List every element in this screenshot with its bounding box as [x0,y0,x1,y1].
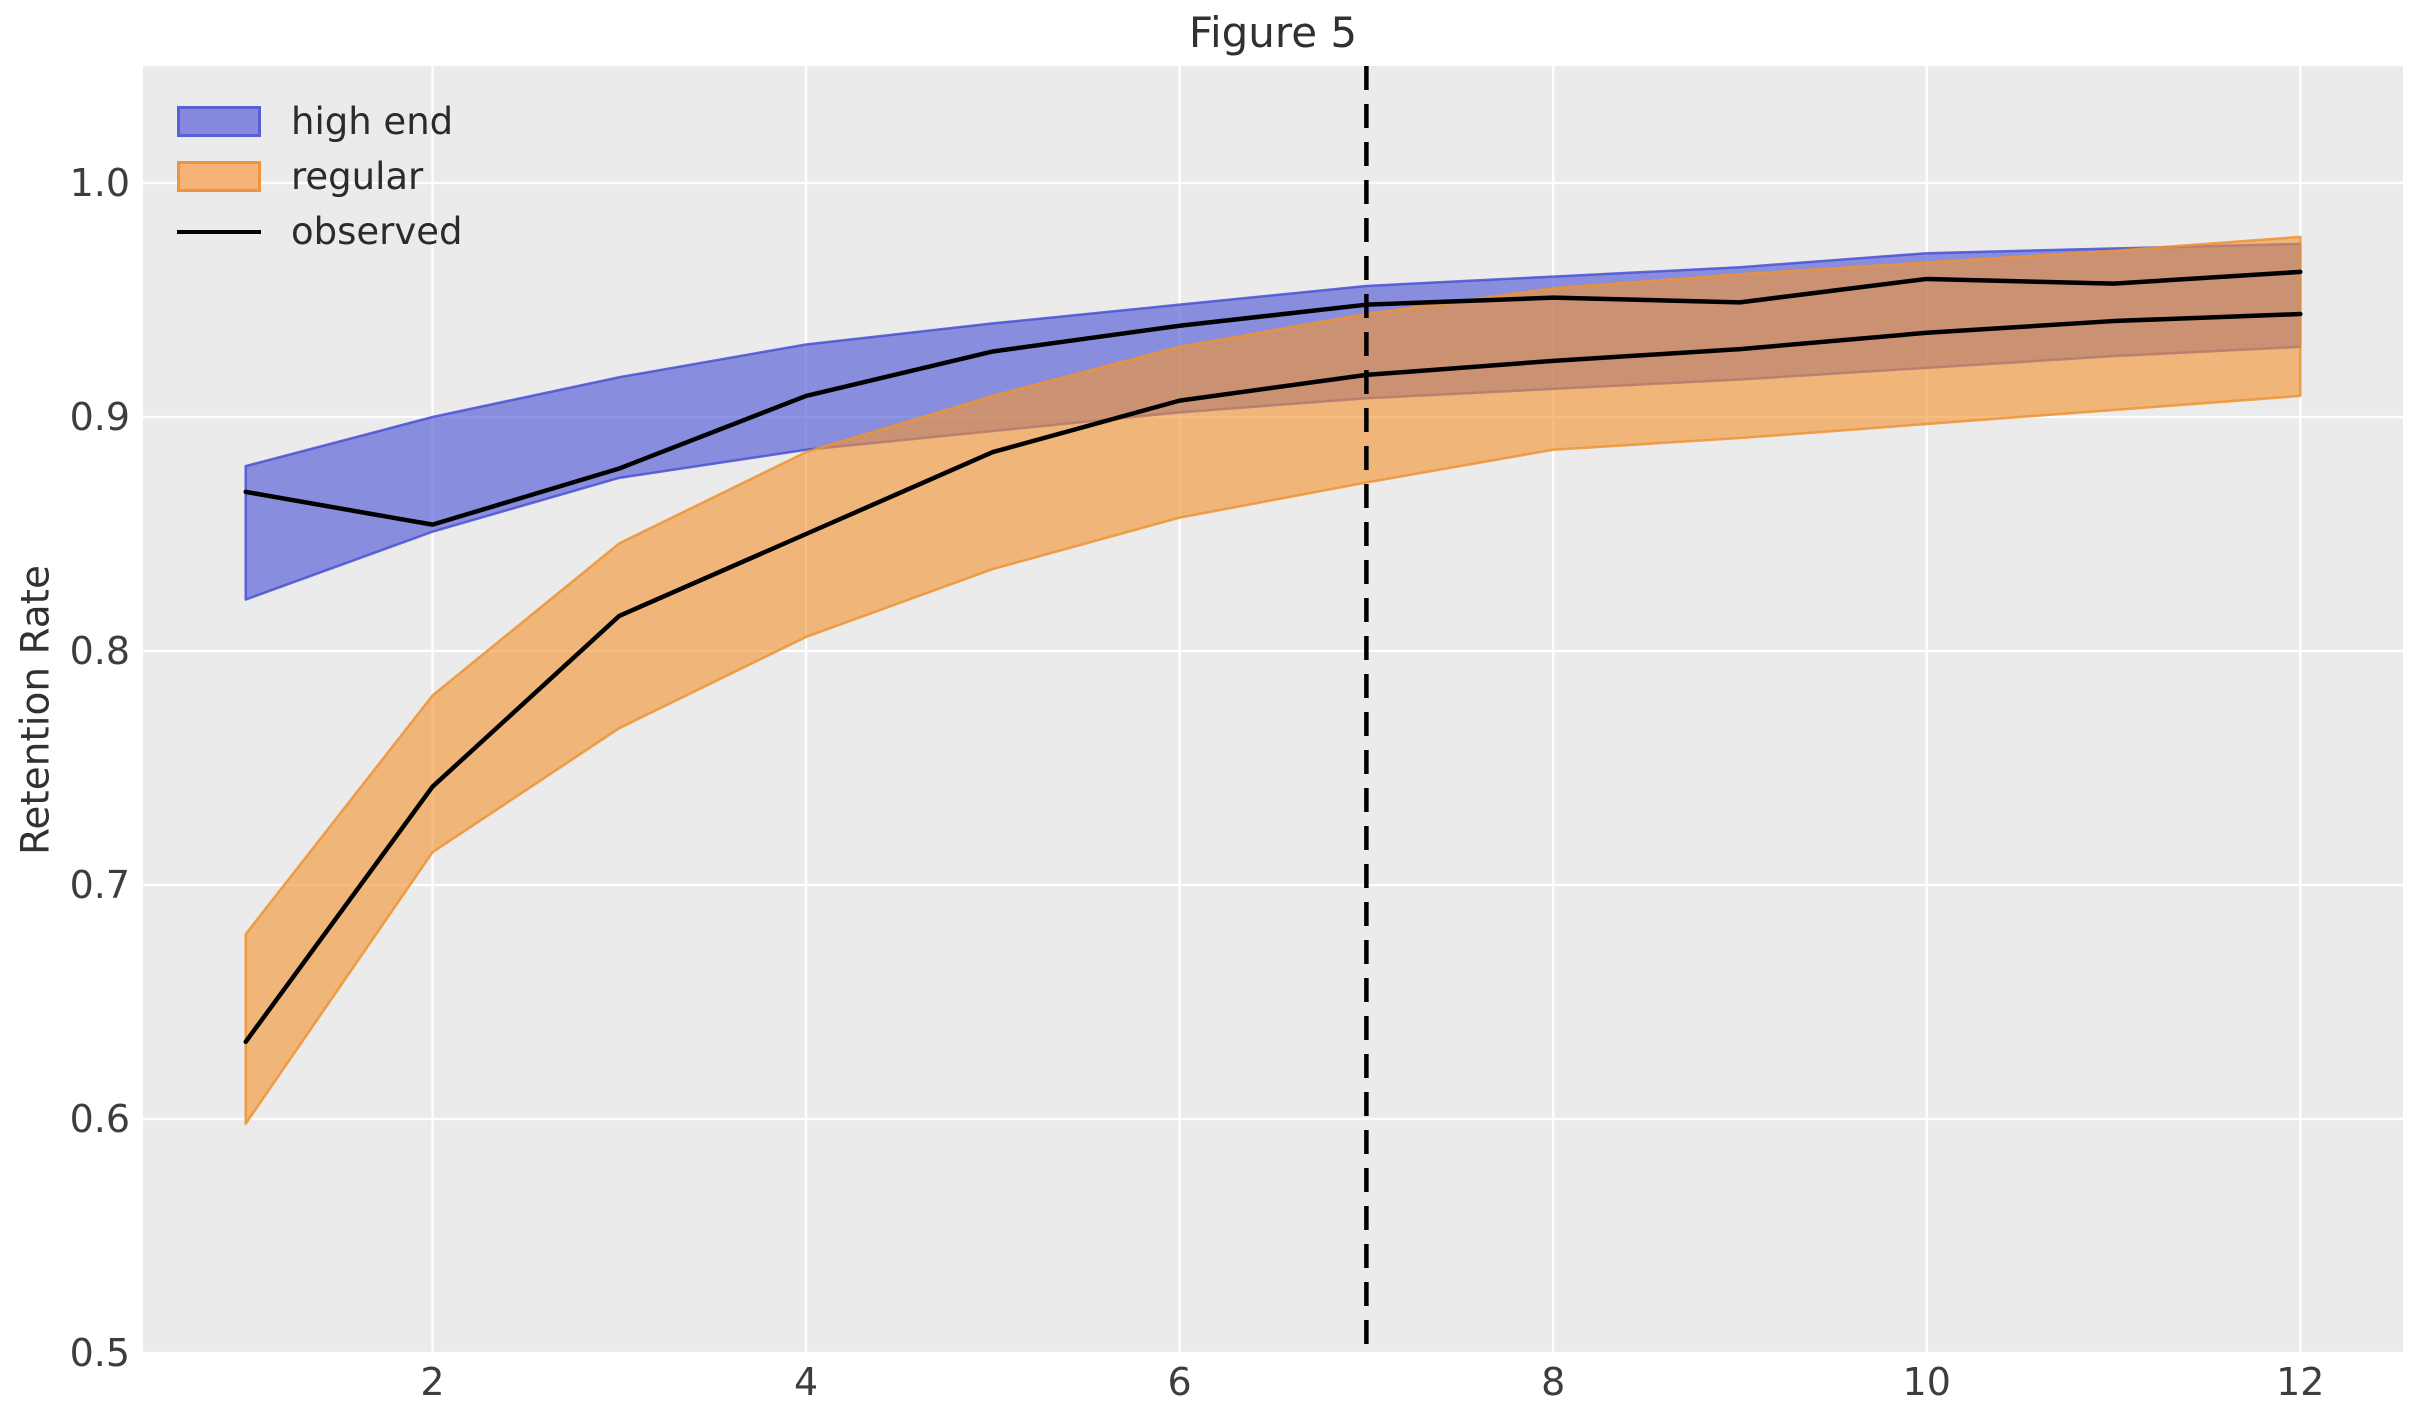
observed-line-high-end [243,269,2303,527]
legend: high end regular observed [177,94,463,259]
y-tick-label: 0.5 [69,1331,130,1375]
y-tick-label: 0.7 [69,863,130,907]
legend-label-regular: regular [291,155,424,198]
legend-entry-regular: regular [177,149,463,204]
x-tick-label: 10 [1902,1360,1951,1404]
x-tick-label: 2 [420,1360,445,1404]
x-tick-label: 12 [2276,1360,2325,1404]
x-tick-label: 8 [1541,1360,1566,1404]
legend-label-observed: observed [291,210,463,253]
y-tick-label: 0.6 [69,1097,130,1141]
x-tick-label: 6 [1167,1360,1192,1404]
regular-band-swatch [177,161,261,192]
high-end-band-swatch [177,106,261,137]
regular-band [244,235,2302,1125]
y-tick-label: 0.8 [69,629,130,673]
y-tick-label: 0.9 [69,395,130,439]
legend-entry-observed: observed [177,204,463,259]
chart-title: Figure 5 [1188,8,1358,57]
legend-label-high-end: high end [291,100,454,143]
y-tick-label: 1.0 [69,161,130,205]
x-tick-label: 4 [793,1360,819,1404]
legend-entry-high-end: high end [177,94,463,149]
observed-line-regular [243,311,2303,1045]
observed-line-swatch [177,229,261,234]
